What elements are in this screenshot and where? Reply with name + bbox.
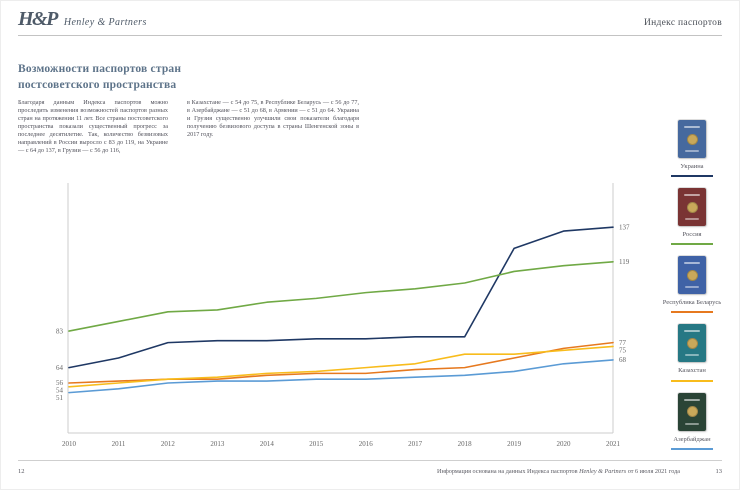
page-title: Возможности паспортов стран постсоветско… bbox=[18, 63, 182, 91]
series-line-Казахстан bbox=[68, 345, 614, 388]
legend-country-label: Казахстан bbox=[678, 367, 706, 375]
passport-cover-icon bbox=[678, 392, 706, 431]
start-value-label: 56 bbox=[56, 379, 64, 387]
legend-color-line bbox=[671, 311, 713, 314]
passport-emblem-icon bbox=[686, 133, 698, 145]
end-value-label: 68 bbox=[619, 356, 627, 364]
legend-item-Украина: Украина bbox=[653, 120, 731, 178]
end-value-label: 137 bbox=[619, 223, 630, 231]
legend-country-label: Азербайджан bbox=[673, 435, 711, 443]
x-axis-tick: 2017 bbox=[408, 440, 423, 448]
passport-text-line bbox=[685, 354, 699, 357]
legend-color-line bbox=[671, 379, 713, 382]
passport-cover-icon bbox=[678, 324, 706, 363]
logo-wordmark: Henley & Partners bbox=[63, 17, 147, 28]
x-axis-tick: 2011 bbox=[112, 440, 126, 448]
header-page-label: Индекс паспортов bbox=[643, 18, 722, 28]
legend-color-line bbox=[671, 175, 713, 178]
x-axis-tick: 2015 bbox=[309, 440, 324, 448]
x-axis-tick: 2014 bbox=[260, 440, 275, 448]
legend-country-label: Россия bbox=[682, 231, 702, 239]
passport-title-line bbox=[684, 126, 700, 128]
passport-emblem-icon bbox=[686, 337, 698, 349]
series-line-Украина bbox=[68, 226, 614, 369]
footer-page-number-right: 13 bbox=[715, 468, 723, 475]
start-value-label: 64 bbox=[56, 364, 64, 372]
footer-note-brand: Henley & Partners bbox=[579, 468, 627, 475]
legend-country-label: Украина bbox=[680, 163, 704, 170]
start-value-label: 54 bbox=[56, 387, 64, 395]
passport-text-line bbox=[685, 218, 699, 221]
legend-item-Республика Беларусь: Республика Беларусь bbox=[653, 256, 731, 314]
passport-text-line bbox=[685, 422, 699, 425]
logo-monogram-icon: H&P bbox=[18, 8, 58, 30]
passport-emblem-icon bbox=[686, 406, 698, 417]
series-line-Азербайджан bbox=[68, 359, 614, 394]
x-axis-tick: 2016 bbox=[359, 440, 374, 448]
x-axis-tick: 2013 bbox=[210, 440, 225, 448]
passport-cover-icon bbox=[678, 256, 706, 295]
x-axis-tick: 2021 bbox=[606, 440, 621, 448]
legend-country-label: Республика Беларусь bbox=[662, 299, 722, 307]
footer-note-suffix: от 6 июля 2021 года bbox=[626, 468, 680, 475]
legend-color-line bbox=[671, 447, 713, 450]
start-value-label: 83 bbox=[56, 327, 64, 335]
legend-color-line bbox=[671, 243, 713, 246]
chart-legend: Украина Россия Республика Беларусь Казахста… bbox=[653, 120, 731, 450]
x-axis-tick: 2010 bbox=[62, 440, 77, 448]
end-value-label: 75 bbox=[619, 346, 627, 354]
legend-item-Азербайджан: Азербайджан bbox=[653, 392, 731, 450]
passport-emblem-icon bbox=[686, 269, 698, 281]
footer-rule bbox=[18, 460, 722, 461]
passport-text-line bbox=[685, 286, 699, 289]
passport-index-chart: 2010 2011 2012 2013 2014 2015 2016 2017 2018 2019… bbox=[30, 165, 650, 457]
footer-source-note: Информация основана на данных Индекса па… bbox=[437, 468, 680, 475]
passport-text-line bbox=[685, 150, 699, 152]
passport-title-line bbox=[684, 194, 700, 197]
passport-title-line bbox=[684, 330, 700, 333]
end-value-label: 77 bbox=[619, 339, 627, 347]
chart-canvas: 2010 2011 2012 2013 2014 2015 2016 2017 2018 2019… bbox=[56, 183, 630, 448]
end-value-label: 119 bbox=[619, 258, 630, 266]
x-axis-tick: 2020 bbox=[557, 440, 572, 448]
footer-note-prefix: Информация основана на данных Индекса па… bbox=[437, 468, 580, 475]
header-logo: H&P Henley & Partners bbox=[18, 8, 147, 31]
passport-cover-icon bbox=[678, 188, 706, 227]
header-rule bbox=[18, 35, 722, 36]
x-axis-tick: 2018 bbox=[458, 440, 473, 448]
passport-title-line bbox=[684, 262, 700, 265]
body-column-1: Благодаря данным Индекса паспортов можно… bbox=[18, 99, 168, 155]
x-axis-tick: 2019 bbox=[507, 440, 522, 448]
passport-title-line bbox=[684, 398, 700, 401]
body-column-2: в Казахстане — с 54 до 75, в Республике … bbox=[187, 99, 359, 139]
series-line-Россия bbox=[68, 261, 614, 332]
x-axis-tick: 2012 bbox=[161, 440, 176, 448]
legend-item-Казахстан: Казахстан bbox=[653, 324, 731, 382]
legend-item-Россия: Россия bbox=[653, 188, 731, 246]
passport-cover-icon bbox=[678, 120, 706, 158]
passport-emblem-icon bbox=[686, 201, 698, 213]
footer-page-number-left: 12 bbox=[18, 468, 25, 475]
start-value-label: 51 bbox=[56, 394, 64, 402]
